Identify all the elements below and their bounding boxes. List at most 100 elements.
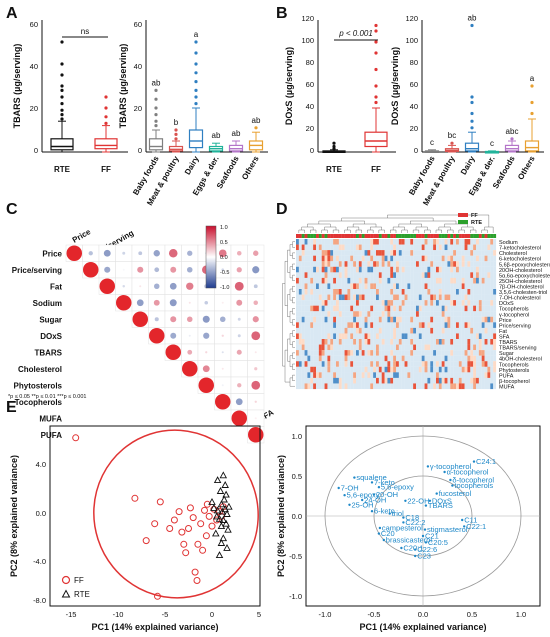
c-row-label-4: Sugar [39,315,62,324]
e2-ytick-0: 0.0 [292,512,302,521]
d-cell-3-6 [313,255,317,262]
b1-ff-outlier-7 [374,23,378,28]
d-cell-12-51 [441,305,445,312]
d-cell-24-50 [438,372,442,378]
d-dendro-link-20 [370,226,382,230]
d-cell-15-50 [438,322,442,328]
d-cell-16-32 [387,327,391,334]
d-cell-11-63 [476,300,479,306]
d-cell-23-17 [344,366,348,373]
d-cell-13-27 [373,311,377,317]
d-cell-5-9 [321,266,325,273]
c-row-label-1: Price/serving [12,266,62,275]
d-cell-22-43 [418,361,422,367]
d-cell-10-11 [327,294,331,301]
d-cell-20-26 [370,350,374,356]
chart-b1: 0 20 40 60 80 100 120 DOxS (µg/serving) … [284,14,396,174]
d-cell-14-22 [358,316,362,323]
d-cell-11-10 [324,300,328,306]
d-cell-26-7 [316,383,319,390]
d-cell-2-55 [453,250,457,256]
d-cell-16-45 [424,327,428,334]
d-cell-24-12 [330,372,334,378]
d-cell-6-42 [416,272,419,278]
d-cell-1-26 [370,244,374,251]
d-cell-14-16 [341,316,345,323]
d-cell-25-15 [338,377,342,384]
a1-ff-outlier-3 [104,95,108,99]
d-cell-9-61 [470,289,474,295]
d-cell-21-54 [450,355,454,362]
d-cell-1-25 [367,244,371,251]
d-cell-8-23 [361,283,365,290]
d-cell-16-42 [416,327,419,334]
d-cell-17-25 [367,333,371,340]
d-group-cell-8 [318,234,322,238]
d-cell-18-33 [390,339,394,345]
d-cell-24-20 [353,372,357,378]
d-row-dendro-link-1 [292,252,295,259]
d-group-cell-35 [396,234,399,238]
d-cell-24-49 [436,372,439,378]
d-cell-16-22 [358,327,362,334]
d-cell-10-32 [387,294,391,301]
d-cell-26-31 [384,383,388,390]
d-cell-12-27 [373,305,377,312]
d-cell-26-2 [301,383,305,390]
d-cell-1-59 [464,244,468,251]
d-dendro-link-12 [435,229,442,233]
c-circle-10-10 [231,410,247,426]
d-cell-23-54 [450,366,454,373]
d-cell-8-5 [310,283,314,290]
e1-rte-point-20 [219,471,228,479]
e1-ff-point-6 [166,525,174,532]
d-cell-24-22 [358,372,362,378]
d-cell-7-2 [301,277,305,284]
d-cell-23-9 [321,366,325,373]
d-cell-21-8 [318,355,322,362]
d-cell-17-31 [384,333,388,340]
a1-xtick-rte: RTE [54,165,71,174]
d-cell-15-47 [430,322,434,328]
d-cell-8-21 [356,283,359,290]
d-cell-13-20 [353,311,357,317]
d-cell-21-69 [493,355,497,362]
d-cell-11-36 [398,300,402,306]
d-cell-8-65 [481,283,485,290]
d-cell-6-23 [361,272,365,278]
e2-loading-label-2: α-tocopherol [447,468,489,477]
d-cell-9-3 [304,289,308,295]
e1-points [72,434,233,600]
d-cell-19-8 [318,344,322,351]
d-cell-0-1 [298,239,302,245]
d-cell-15-20 [353,322,357,328]
d-cell-15-59 [464,322,468,328]
d-cell-4-26 [370,261,374,267]
d-cell-25-53 [447,377,451,384]
d-cell-2-5 [310,250,314,256]
d-cell-3-10 [324,255,328,262]
d-cell-25-28 [376,377,379,384]
d-cell-21-49 [436,355,439,362]
d-cell-12-56 [456,305,459,312]
d-cell-24-46 [427,372,431,378]
d-row-label-25: β-tocopherol [499,379,530,385]
e2-ytick-neg0-5: -0.5 [289,552,302,561]
d-cell-9-23 [361,289,365,295]
d-legend-ff: FF [471,213,478,219]
d-cell-2-48 [433,250,437,256]
d-cell-14-11 [327,316,331,323]
b2-xtick-dairy: Dairy [459,154,477,176]
d-cell-15-60 [467,322,471,328]
d-cell-2-44 [421,250,425,256]
d-cell-10-37 [401,294,405,301]
d-cell-14-3 [304,316,308,323]
d-cell-17-19 [350,333,354,340]
d-group-cell-24 [364,234,368,238]
d-cell-22-14 [336,361,339,367]
d-cell-4-56 [456,261,459,267]
e2-loading-label-24: C20 [381,529,395,538]
d-cell-4-49 [436,261,439,267]
d-cell-23-27 [373,366,377,373]
d-cell-18-14 [336,339,339,345]
